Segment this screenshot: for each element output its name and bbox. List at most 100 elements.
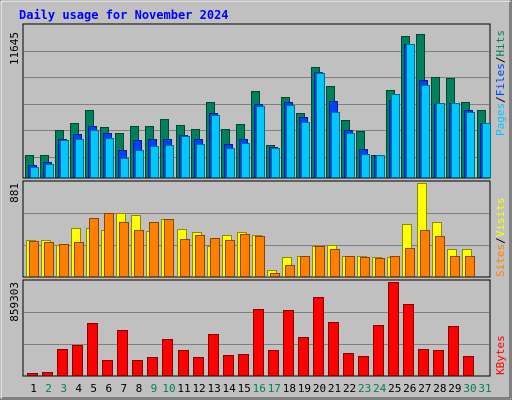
bar-sites-day-14 (225, 240, 235, 277)
bar-sites-day-27 (420, 230, 430, 277)
day-label-28: 28 (433, 382, 446, 395)
bar-kbytes-day-19 (298, 337, 309, 376)
day-label-6: 6 (105, 382, 112, 395)
bar-sites-day-18 (285, 265, 295, 277)
bar-sites-day-4 (74, 242, 84, 277)
day-label-30: 30 (463, 382, 476, 395)
bar-kbytes-day-21 (328, 322, 339, 376)
bar-pages-day-9 (150, 146, 159, 178)
bar-sites-day-21 (330, 249, 340, 277)
day-label-23: 23 (358, 382, 371, 395)
bar-kbytes-day-9 (147, 357, 158, 376)
bar-pages-day-27 (421, 85, 430, 178)
legend-hits: Hits (494, 30, 507, 57)
bar-sites-day-30 (465, 256, 475, 277)
day-label-5: 5 (90, 382, 97, 395)
bar-pages-day-13 (211, 115, 220, 178)
panel1-max-label: 11645 (8, 32, 21, 65)
bar-kbytes-day-12 (193, 357, 204, 376)
day-label-25: 25 (388, 382, 401, 395)
day-label-7: 7 (121, 382, 128, 395)
bar-pages-day-28 (436, 103, 445, 178)
day-label-17: 17 (268, 382, 281, 395)
bar-kbytes-day-26 (403, 304, 414, 376)
bar-kbytes-day-2 (42, 372, 53, 376)
bar-pages-day-24 (376, 155, 385, 178)
bar-kbytes-day-25 (388, 282, 399, 376)
bar-kbytes-day-4 (72, 345, 83, 376)
bar-kbytes-day-14 (223, 355, 234, 376)
day-label-29: 29 (448, 382, 461, 395)
bar-sites-day-25 (390, 256, 400, 277)
bar-pages-day-11 (181, 136, 190, 178)
legend-kbytes: KBytes (494, 335, 507, 375)
bar-pages-day-29 (451, 103, 460, 178)
legend-files: Files (494, 63, 507, 96)
bar-pages-day-30 (466, 112, 475, 178)
bar-sites-day-8 (134, 230, 144, 277)
day-label-26: 26 (403, 382, 416, 395)
day-label-27: 27 (418, 382, 431, 395)
bar-pages-day-5 (90, 130, 99, 178)
day-label-19: 19 (298, 382, 311, 395)
legend-pages: Pages (494, 103, 507, 136)
bar-kbytes-day-10 (162, 339, 173, 376)
bar-pages-day-12 (196, 144, 205, 178)
day-label-3: 3 (60, 382, 67, 395)
day-label-22: 22 (343, 382, 356, 395)
day-label-16: 16 (253, 382, 266, 395)
bar-kbytes-day-5 (87, 323, 98, 376)
legend-panel1: Pages/Files/Hits (494, 30, 507, 136)
bar-pages-day-15 (241, 143, 250, 178)
bar-kbytes-day-28 (433, 350, 444, 376)
legend-sep-1: / (494, 96, 507, 103)
day-label-14: 14 (223, 382, 237, 395)
bar-sites-day-28 (435, 236, 445, 277)
bar-pages-day-18 (286, 105, 295, 178)
bar-pages-day-8 (135, 150, 144, 178)
bar-sites-day-2 (44, 242, 54, 277)
bar-pages-day-22 (346, 133, 355, 178)
day-label-2: 2 (45, 382, 52, 395)
legend-panel2: Sites/Visits (494, 198, 507, 278)
bar-kbytes-day-17 (268, 350, 279, 376)
bar-sites-day-3 (59, 244, 69, 277)
bar-sites-day-17 (270, 273, 280, 277)
bar-sites-day-1 (29, 241, 39, 277)
day-label-11: 11 (177, 382, 190, 395)
bar-kbytes-day-7 (117, 330, 128, 376)
bar-sites-day-15 (240, 234, 250, 277)
bar-kbytes-day-18 (283, 310, 294, 376)
legend-visits: Visits (494, 198, 507, 238)
bar-sites-day-5 (89, 218, 99, 277)
bar-sites-day-20 (315, 246, 325, 277)
bar-pages-day-4 (75, 139, 84, 178)
day-label-15: 15 (238, 382, 251, 395)
bar-pages-day-6 (105, 138, 114, 178)
bar-sites-day-12 (195, 235, 205, 277)
day-label-4: 4 (75, 382, 82, 395)
bar-kbytes-day-15 (238, 354, 249, 376)
bar-sites-day-29 (450, 256, 460, 277)
day-label-13: 13 (208, 382, 221, 395)
bar-sites-day-7 (119, 222, 129, 277)
bar-sites-day-11 (180, 239, 190, 277)
bars-layer (24, 34, 491, 376)
day-label-10: 10 (162, 382, 175, 395)
bar-pages-day-3 (60, 140, 69, 178)
bar-kbytes-day-27 (418, 349, 429, 376)
bar-kbytes-day-8 (132, 360, 143, 376)
day-label-24: 24 (373, 382, 387, 395)
day-label-21: 21 (328, 382, 341, 395)
day-label-12: 12 (192, 382, 205, 395)
bar-sites-day-9 (149, 222, 159, 277)
bar-sites-day-16 (255, 236, 265, 277)
bar-pages-day-23 (361, 154, 370, 178)
bar-pages-day-26 (406, 44, 415, 178)
bar-sites-day-13 (210, 238, 220, 277)
day-label-9: 9 (151, 382, 158, 395)
bar-pages-day-1 (30, 167, 39, 178)
bar-kbytes-day-30 (463, 356, 474, 376)
